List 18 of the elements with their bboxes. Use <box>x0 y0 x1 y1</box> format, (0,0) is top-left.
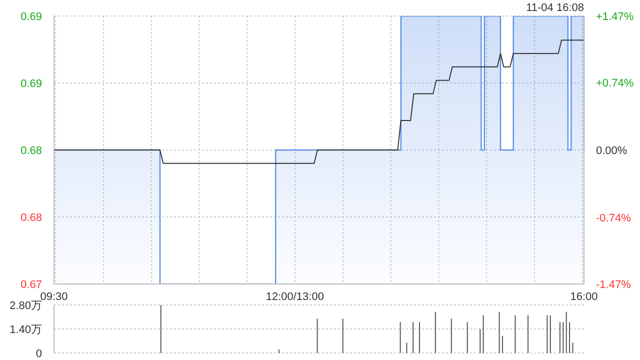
y2-tick-label: +0.74% <box>596 78 634 90</box>
x-tick-label: 16:00 <box>570 290 598 303</box>
x-tick-label: 12:00/13:00 <box>266 290 324 303</box>
y2-tick-label: 0.00% <box>596 145 628 157</box>
x-tick-label: 09:30 <box>40 290 68 303</box>
y-tick-label: 0.69 <box>20 11 42 23</box>
y2-tick-label: -0.74% <box>596 212 632 224</box>
y2-tick-label: +1.47% <box>596 11 634 23</box>
text: 11-04 16:08 <box>526 2 584 14</box>
y-tick-label: 0 <box>36 348 42 360</box>
y-tick-label: 1.40万 <box>10 324 42 336</box>
y-tick-label: 0.67 <box>20 279 42 291</box>
y-tick-label: 2.80万 <box>10 300 42 312</box>
y2-tick-label: -1.47% <box>596 279 632 291</box>
y-tick-label: 0.69 <box>20 78 42 90</box>
y-tick-label: 0.68 <box>20 212 42 224</box>
line-series <box>54 40 584 164</box>
y-tick-label: 0.68 <box>20 145 42 157</box>
